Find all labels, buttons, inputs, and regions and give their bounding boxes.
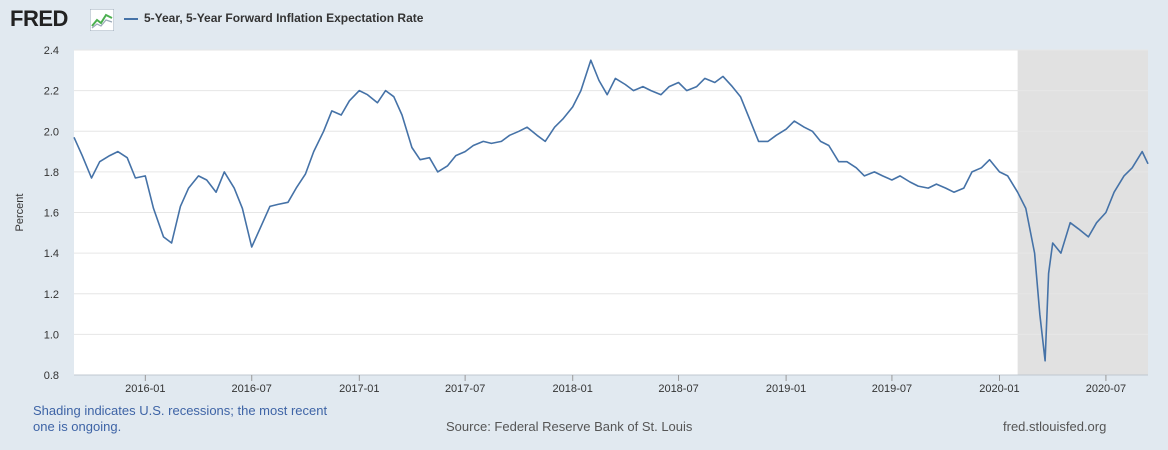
y-tick-label: 1.8: [44, 167, 59, 179]
y-axis-label: Percent: [14, 194, 26, 232]
y-tick-label: 1.0: [44, 329, 59, 341]
x-tick-label: 2016-01: [125, 383, 165, 395]
x-tick-label: 2017-01: [339, 383, 379, 395]
y-tick-label: 2.2: [44, 86, 59, 98]
series-line: [73, 59, 1149, 362]
y-tick-label: 1.6: [44, 208, 59, 220]
line-chart[interactable]: 0.8 1.0 1.2 1.4 1.6 1.8 2.0 2.2 2.4 2016-01 2016-0…: [0, 0, 1168, 400]
legend-swatch: [124, 18, 138, 20]
x-tick-label: 2019-07: [872, 383, 912, 395]
x-tick-label: 2020-01: [979, 383, 1019, 395]
x-tick-label: 2016-07: [232, 383, 272, 395]
recession-note: Shading indicates U.S. recessions; the m…: [33, 403, 328, 434]
legend-series-label: 5-Year, 5-Year Forward Inflation Expecta…: [144, 11, 424, 25]
y-tick-label: 0.8: [44, 370, 59, 382]
chart-line-icon: [90, 9, 114, 31]
x-tick-label: 2018-01: [553, 383, 593, 395]
fred-logo[interactable]: FRED: [10, 6, 68, 31]
y-tick-label: 1.2: [44, 289, 59, 301]
x-tick-label: 2019-01: [766, 383, 806, 395]
y-tick-label: 1.4: [44, 248, 59, 260]
site-link[interactable]: fred.stlouisfed.org: [1003, 419, 1107, 434]
y-tick-label: 2.4: [44, 45, 59, 57]
y-tick-label: 2.0: [44, 126, 59, 138]
x-tick-label: 2018-07: [658, 383, 698, 395]
x-tick-label: 2020-07: [1086, 383, 1126, 395]
chart-header: FRED 5-Year, 5-Year Forward Inflation Ex…: [0, 0, 1168, 40]
x-tick-label: 2017-07: [445, 383, 485, 395]
source-note: Source: Federal Reserve Bank of St. Loui…: [446, 419, 693, 434]
